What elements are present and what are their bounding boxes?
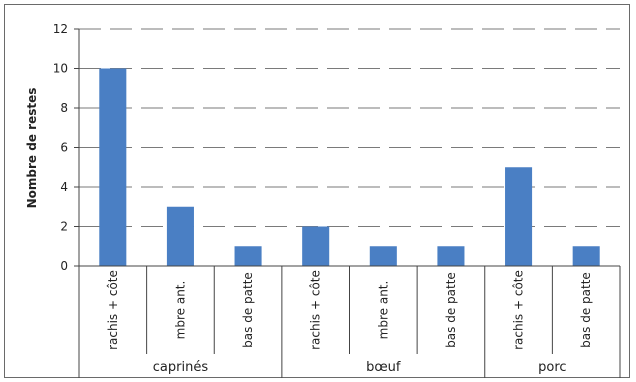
bars (99, 68, 600, 266)
category-label: rachis + côte (309, 270, 323, 350)
bar (369, 246, 397, 266)
category-label: mbre ant. (376, 281, 390, 340)
y-tick-label: 10 (53, 62, 68, 76)
y-tick-label: 0 (60, 259, 68, 273)
y-tick-label: 8 (60, 101, 68, 115)
group-labels: caprinés bœuf porc (153, 360, 567, 375)
group-label: caprinés (153, 360, 209, 375)
category-labels: rachis + côte mbre ant. bas de patte rachis… (106, 270, 593, 350)
category-label: bas de patte (444, 272, 458, 348)
bar (505, 167, 533, 266)
y-tick-label: 6 (60, 141, 68, 155)
y-axis-label: Nombre de restes (25, 88, 39, 209)
bar (99, 68, 127, 266)
category-label: mbre ant. (173, 281, 187, 340)
y-tick-label: 12 (53, 22, 68, 36)
bar (234, 246, 262, 266)
bar (302, 226, 330, 266)
axes (74, 28, 621, 378)
bar (437, 246, 465, 266)
bar (572, 246, 600, 266)
y-tick-label: 2 (60, 220, 68, 234)
category-label: bas de patte (579, 272, 593, 348)
category-label: rachis + côte (512, 270, 526, 350)
bar (166, 206, 194, 266)
group-label: bœuf (366, 360, 401, 375)
y-tick-labels: 0 2 4 6 8 10 12 (53, 22, 68, 273)
category-label: rachis + côte (106, 270, 120, 350)
gridlines (79, 28, 620, 227)
category-label: bas de patte (241, 272, 255, 348)
group-label: porc (538, 360, 566, 375)
y-tick-label: 4 (60, 180, 68, 194)
